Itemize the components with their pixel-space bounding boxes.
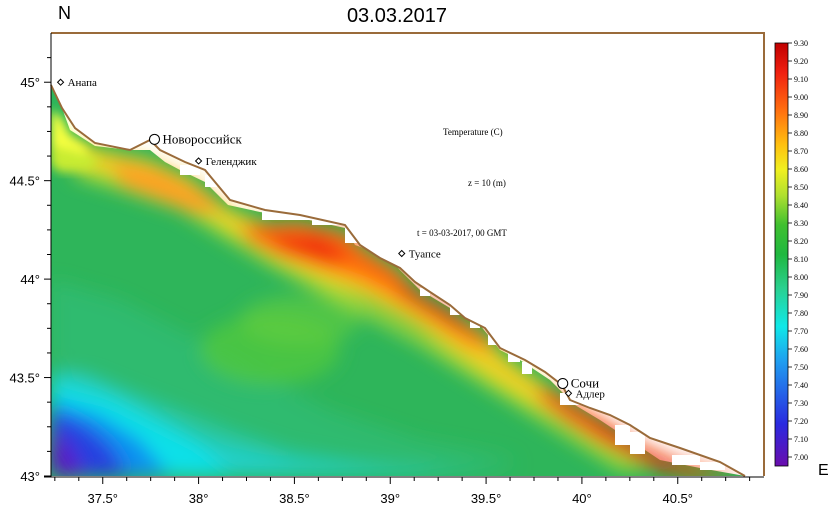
colorbar-label: 8.10 — [794, 255, 808, 264]
colorbar-label: 7.60 — [794, 345, 808, 354]
colorbar-label: 7.70 — [794, 327, 808, 336]
colorbar-label: 9.10 — [794, 75, 808, 84]
city-marker — [56, 78, 65, 86]
lon-tick-label: 38° — [189, 491, 209, 506]
colorbar-label: 8.70 — [794, 147, 808, 156]
city-markers: Анапа Новороссийск Геленджик Туапсе СочиАдле… — [56, 77, 606, 400]
city-label: Анапа — [68, 77, 97, 89]
longitude-ticks: 37.5° 38° 38.5° 39° 39.5° 40° 40.5° — [54, 477, 751, 506]
colorbar-label: 8.00 — [794, 273, 808, 282]
city-marker — [564, 389, 573, 398]
colorbar-label: 8.20 — [794, 237, 808, 246]
north-label: N — [58, 3, 71, 23]
colorbar-label: 7.80 — [794, 309, 808, 318]
variable-label: Temperature (C) — [443, 127, 503, 137]
colorbar: 9.30 9.20 9.10 9.00 8.90 8.80 8.70 8.60 8.50 8.40… — [774, 39, 808, 467]
lat-tick-label: 44.5° — [9, 174, 40, 189]
colorbar-labels: 9.30 9.20 9.10 9.00 8.90 8.80 8.70 8.60 8.50 8.40… — [788, 39, 808, 462]
east-label: E — [818, 462, 829, 479]
colorbar-label: 8.90 — [794, 111, 808, 120]
colorbar-label: 7.30 — [794, 399, 808, 408]
lon-tick-label: 39.5° — [471, 491, 502, 506]
city-marker — [149, 133, 160, 145]
colorbar-label: 9.30 — [794, 39, 808, 48]
city-marker — [557, 377, 569, 389]
colorbar-label: 7.90 — [794, 291, 808, 300]
city-label: Адлер — [576, 388, 606, 400]
colorbar-label: 7.20 — [794, 417, 808, 426]
city-marker — [194, 157, 203, 165]
domain-border — [51, 32, 765, 476]
latitude-ticks: 45° 44.5° 44° 43.5° 43° — [9, 57, 51, 484]
colorbar-label: 7.40 — [794, 381, 808, 390]
lat-tick-label: 45° — [20, 75, 40, 90]
colorbar-label: 7.10 — [794, 435, 808, 444]
temperature-field — [51, 85, 745, 476]
lon-tick-label: 39° — [380, 491, 400, 506]
lon-tick-label: 40.5° — [662, 491, 693, 506]
colorbar-label: 9.00 — [794, 93, 808, 102]
city-label: Сочи — [571, 375, 599, 390]
colorbar-label: 7.50 — [794, 363, 808, 372]
land-area — [51, 33, 764, 476]
colorbar-label: 8.80 — [794, 129, 808, 138]
depth-label: z = 10 (m) — [468, 178, 506, 188]
colorbar-label: 7.00 — [794, 453, 808, 462]
lon-tick-label: 40° — [572, 491, 592, 506]
colorbar-gradient — [774, 42, 789, 467]
time-label: t = 03-03-2017, 00 GMT — [417, 228, 507, 238]
colorbar-label: 9.20 — [794, 57, 808, 66]
coastline — [50, 84, 746, 477]
city-label: Туапсе — [409, 249, 441, 261]
city-label: Геленджик — [206, 156, 258, 168]
lat-tick-label: 43.5° — [9, 371, 40, 386]
city-label: Новороссийск — [163, 131, 243, 146]
lon-tick-label: 37.5° — [87, 491, 118, 506]
colorbar-label: 8.50 — [794, 183, 808, 192]
lat-tick-label: 44° — [20, 272, 40, 287]
colorbar-label: 8.60 — [794, 165, 808, 174]
colorbar-label: 8.30 — [794, 219, 808, 228]
lon-tick-label: 38.5° — [279, 491, 310, 506]
lat-tick-label: 43° — [20, 469, 40, 484]
date-title: 03.03.2017 — [347, 5, 447, 27]
colorbar-label: 8.40 — [794, 201, 808, 210]
city-marker — [398, 249, 406, 258]
